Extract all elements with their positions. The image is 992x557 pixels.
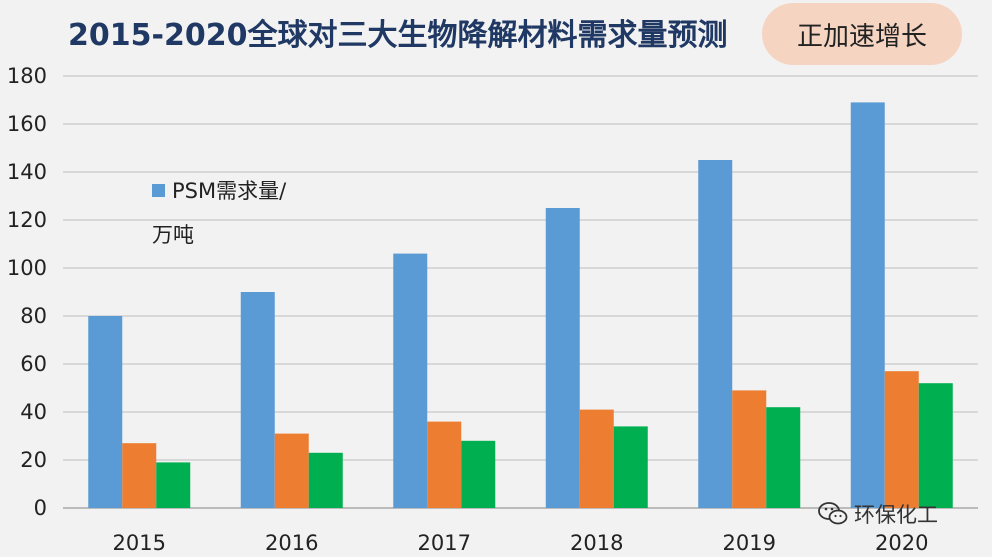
growth-badge: 正加速增长 [762, 3, 962, 65]
bar-2020-series-2 [884, 371, 919, 508]
x-tick-label: 2017 [418, 531, 471, 555]
y-tick-label: 20 [20, 448, 47, 472]
bar-2015-series-2 [122, 443, 157, 508]
bar-2018-series-3 [613, 426, 648, 508]
y-tick-label: 40 [20, 400, 47, 424]
y-tick-label: 160 [7, 112, 47, 136]
bar-2019-series-2 [732, 390, 767, 508]
x-tick-label: 2015 [113, 531, 166, 555]
bar-2020-series-3 [918, 383, 953, 508]
bar-2016-series-1 [240, 292, 275, 508]
y-tick-label: 180 [7, 64, 47, 88]
bar-2018-series-1 [545, 208, 580, 508]
bar-2017-series-3 [461, 440, 496, 508]
legend-label: 万吨 [152, 223, 194, 247]
bar-2019-series-3 [766, 407, 801, 508]
watermark: 环保化工 [818, 500, 938, 528]
x-tick-label: 2020 [875, 531, 928, 555]
y-tick-label: 80 [20, 304, 47, 328]
wechat-icon [818, 502, 848, 525]
y-tick-label: 140 [7, 160, 47, 184]
legend-label: PSM需求量/ [172, 179, 287, 203]
y-tick-label: 120 [7, 208, 47, 232]
bar-2019-series-1 [698, 160, 733, 508]
bar-2017-series-1 [393, 253, 428, 508]
bar-2020-series-1 [850, 102, 885, 509]
x-tick-label: 2019 [723, 531, 776, 555]
watermark-text: 环保化工 [854, 503, 938, 527]
chart-title: 2015-2020全球对三大生物降解材料需求量预测 [68, 18, 728, 53]
bar-2017-series-2 [427, 421, 462, 508]
legend-swatch [152, 184, 165, 197]
x-tick-label: 2018 [570, 531, 623, 555]
bar-2016-series-2 [274, 433, 309, 508]
bar-2015-series-3 [156, 462, 191, 508]
y-tick-label: 60 [20, 352, 47, 376]
bar-2018-series-2 [579, 409, 614, 508]
bar-2015-series-1 [88, 316, 123, 508]
x-tick-label: 2016 [265, 531, 318, 555]
y-tick-label: 0 [34, 496, 47, 520]
bar-2016-series-3 [308, 452, 343, 508]
y-tick-label: 100 [7, 256, 47, 280]
